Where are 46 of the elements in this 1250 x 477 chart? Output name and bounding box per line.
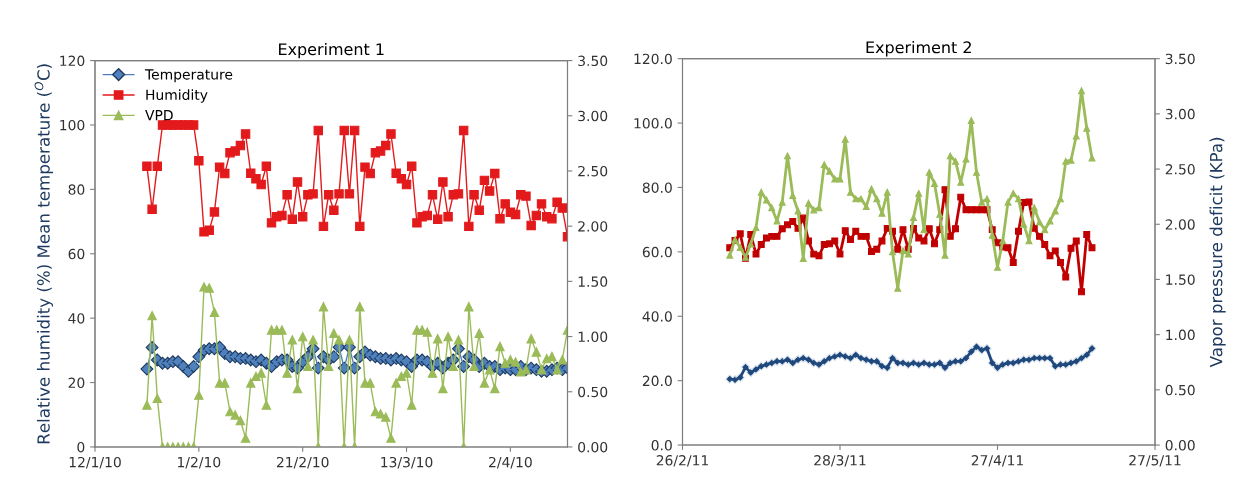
- y-tick-label: 100.0: [634, 118, 672, 129]
- y2-tick-label: 2.00: [578, 221, 608, 232]
- y-tick-label: 120: [60, 55, 85, 67]
- y-tick-label: 0.0: [651, 440, 672, 451]
- y-tick-label: 80.0: [642, 182, 672, 193]
- y2-tick-label: 1.00: [1166, 329, 1195, 341]
- legend-label: Temperature: [144, 69, 233, 83]
- y2-tick-label: 0.00: [578, 441, 608, 453]
- y-tick-label: 20: [68, 377, 85, 389]
- x-tick-label: 13/3/10: [381, 456, 433, 469]
- y-tick-label: 60.0: [642, 246, 672, 258]
- y2-tick-label: 0.50: [1165, 384, 1195, 396]
- y2-tick-label: 2.50: [578, 165, 608, 177]
- y2-tick-label: 0.50: [578, 386, 608, 398]
- y-tick-label: 60: [68, 248, 85, 260]
- y2-axis-title: Vapor pressure deficit (KPa): [1209, 137, 1226, 368]
- y-tick-label: 120.0: [634, 53, 672, 65]
- y-tick-label: 20.0: [642, 375, 672, 387]
- chart-title: Experiment 1: [279, 42, 384, 59]
- x-tick-label: 27/5/11: [1129, 455, 1181, 467]
- y2-tick-label: 1.50: [1166, 274, 1195, 285]
- y2-tick-label: 3.50: [578, 55, 608, 67]
- y-tick-label: 100: [60, 119, 85, 131]
- y2-tick-label: 2.50: [1165, 164, 1195, 175]
- legend-label: VPD: [145, 110, 173, 121]
- chart-title: Experiment 2: [866, 40, 971, 57]
- y2-tick-label: 1.00: [578, 331, 608, 343]
- y-axis-title: Relative humidity (%) Mean temperature ($^{O}$C): [34, 64, 54, 444]
- y-tick-label: 40: [68, 313, 85, 324]
- y2-tick-label: 0.00: [1165, 440, 1195, 451]
- x-tick-label: 27/4/11: [971, 455, 1023, 467]
- y-tick-label: 80: [68, 184, 85, 195]
- y-tick-label: 0: [77, 441, 85, 453]
- x-tick-label: 21/2/10: [276, 456, 329, 469]
- x-tick-label: 12/1/10: [69, 456, 121, 469]
- x-tick-label: 1/2/10: [178, 456, 221, 469]
- y2-tick-label: 3.00: [1165, 108, 1195, 120]
- y-tick-label: 40.0: [642, 311, 672, 322]
- y2-tick-label: 2.00: [1165, 219, 1195, 230]
- x-tick-label: 28/3/11: [814, 455, 866, 467]
- legend-label: Humidity: [146, 89, 208, 103]
- x-tick-label: 2/4/10: [489, 456, 532, 469]
- y2-tick-label: 1.50: [578, 276, 608, 287]
- y2-tick-label: 3.50: [1165, 53, 1195, 65]
- y2-tick-label: 3.00: [578, 110, 608, 122]
- x-tick-label: 26/2/11: [656, 455, 708, 467]
